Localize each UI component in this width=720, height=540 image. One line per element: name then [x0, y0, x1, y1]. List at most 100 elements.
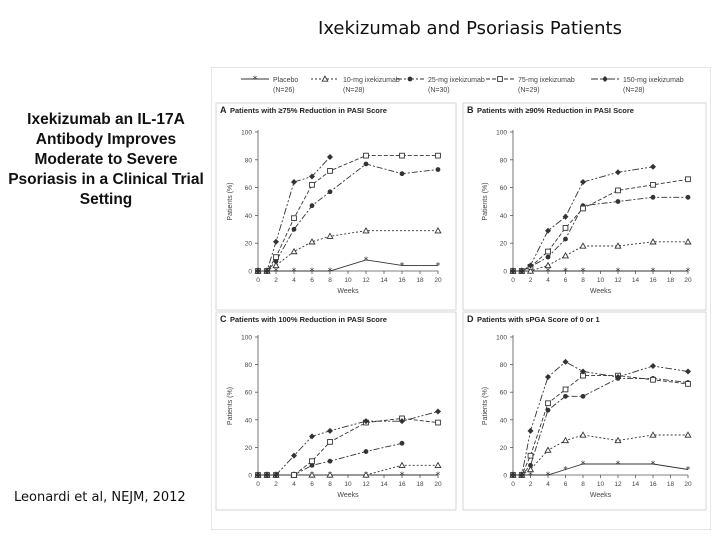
- series: [510, 358, 691, 478]
- data-point: [579, 242, 587, 249]
- data-point: *: [651, 267, 656, 277]
- data-point: [545, 254, 551, 260]
- data-point: [399, 440, 405, 446]
- x-tick-label: 8: [581, 481, 585, 488]
- panel-frame: [215, 311, 457, 511]
- y-axis-label: Patients (%): [482, 182, 489, 220]
- y-tick-label: 40: [245, 417, 253, 424]
- legend-marker: [497, 76, 503, 82]
- y-tick-label: 80: [245, 362, 253, 369]
- legend-item: 150-mg ixekizumab (N=28): [591, 76, 684, 94]
- x-tick-label: 16: [649, 481, 657, 488]
- x-tick-label: 6: [564, 481, 568, 488]
- y-tick-label: 60: [245, 185, 253, 192]
- data-point: [291, 472, 297, 478]
- data-point: [398, 461, 406, 468]
- data-point: [615, 187, 621, 194]
- series: [255, 154, 333, 274]
- data-point: [327, 168, 333, 174]
- panel-title: Patients with ≥90% Reduction in PASI Sco…: [477, 106, 634, 115]
- legend-count: (N=28): [623, 87, 645, 94]
- x-tick-label: 20: [684, 481, 692, 488]
- x-tick-label: 10: [597, 481, 605, 488]
- data-point: [615, 169, 621, 176]
- data-point: [545, 227, 551, 234]
- data-point: [435, 152, 441, 159]
- slide-subtitle: Ixekizumab an IL-17A Antibody Improves M…: [8, 111, 204, 208]
- y-tick-label: 20: [500, 445, 508, 452]
- data-point: [264, 472, 270, 478]
- data-point: [580, 205, 586, 212]
- legend-label: 25-mg ixekizumab: [428, 77, 485, 84]
- data-point: *: [328, 267, 333, 277]
- panel-letter: A: [220, 105, 227, 115]
- data-point: *: [310, 267, 315, 277]
- y-tick-label: 0: [248, 269, 252, 276]
- x-tick-label: 16: [398, 277, 406, 284]
- data-point: [649, 238, 657, 245]
- legend-label: Placebo: [273, 77, 298, 84]
- data-point: *: [546, 267, 551, 277]
- series-line: [258, 442, 403, 476]
- x-axis-label: Weeks: [590, 288, 612, 295]
- y-tick-label: 20: [245, 241, 253, 248]
- x-tick-label: 2: [274, 481, 278, 488]
- data-point: [435, 419, 441, 426]
- data-point: *: [436, 471, 441, 481]
- data-point: *: [581, 460, 586, 470]
- data-point: [435, 408, 441, 415]
- y-tick-label: 40: [245, 213, 253, 220]
- x-axis-label: Weeks: [337, 288, 359, 295]
- y-tick-label: 0: [503, 473, 507, 480]
- y-tick-label: 60: [245, 390, 253, 397]
- panels: A Patients with ≥75% Reduction in PASI Sc…: [215, 102, 707, 511]
- legend-label: 75-mg ixekizumab: [518, 77, 575, 84]
- data-point: [363, 152, 369, 159]
- citation: Leonardi et al, NEJM, 2012: [14, 490, 186, 505]
- legend-marker: [407, 76, 413, 82]
- x-tick-label: 10: [344, 277, 352, 284]
- data-point: [308, 238, 316, 245]
- x-tick-label: 12: [362, 481, 370, 488]
- legend-count: (N=29): [518, 87, 540, 94]
- data-point: [545, 400, 551, 407]
- x-tick-label: 20: [434, 481, 442, 488]
- panel-letter: D: [467, 314, 474, 324]
- data-point: [526, 465, 535, 473]
- panel-letter: C: [220, 314, 227, 324]
- y-tick-label: 100: [241, 335, 252, 342]
- data-point: [291, 452, 297, 459]
- x-tick-label: 16: [649, 277, 657, 284]
- data-point: [362, 471, 370, 478]
- series: [255, 152, 441, 274]
- data-point: [399, 418, 405, 425]
- legend-item: 75-mg ixekizumab (N=29): [486, 76, 575, 94]
- data-point: *: [364, 256, 369, 266]
- x-tick-label: 6: [310, 277, 314, 284]
- data-point: [685, 194, 691, 200]
- data-point: [562, 213, 569, 220]
- data-point: *: [686, 465, 691, 475]
- x-tick-label: 4: [292, 481, 296, 488]
- y-tick-label: 80: [245, 157, 253, 164]
- panel-frame: [462, 102, 707, 311]
- y-tick-label: 60: [500, 185, 508, 192]
- x-tick-label: 14: [632, 277, 640, 284]
- x-tick-label: 14: [380, 277, 388, 284]
- data-point: *: [563, 267, 568, 277]
- data-point: [615, 374, 621, 381]
- data-point: *: [400, 261, 405, 271]
- panel-frame: [215, 102, 457, 311]
- data-point: [309, 433, 315, 440]
- data-point: *: [616, 460, 621, 470]
- data-point: *: [274, 267, 279, 277]
- data-point: [290, 247, 298, 255]
- data-point: [510, 268, 516, 274]
- legend-count: (N=26): [273, 87, 295, 94]
- data-point: [309, 173, 315, 180]
- x-tick-label: 0: [256, 277, 260, 284]
- data-point: [434, 226, 442, 234]
- data-point: *: [546, 471, 551, 481]
- figure-border: [211, 67, 711, 530]
- data-point: [434, 461, 442, 468]
